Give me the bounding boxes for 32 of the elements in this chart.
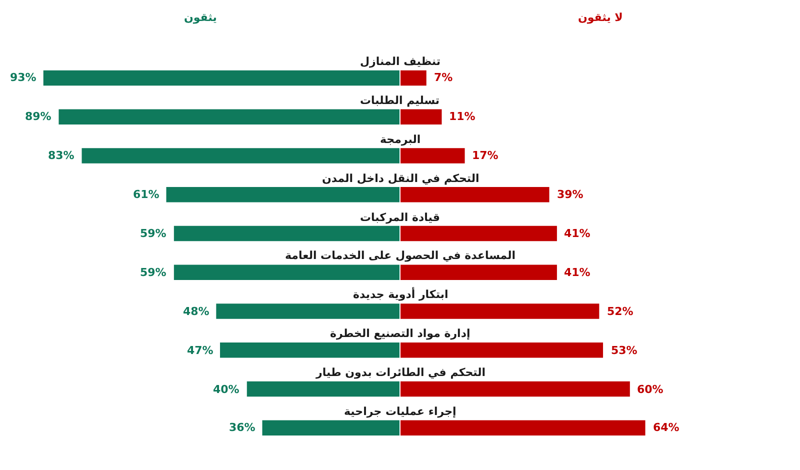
y-tick-label: البرمجة: [380, 133, 421, 146]
data-label: 17%: [472, 149, 498, 162]
data-label: 41%: [564, 266, 590, 279]
data-label: 41%: [564, 227, 590, 240]
data-label: 48%: [183, 305, 210, 318]
data-label: 7%: [434, 71, 453, 84]
data-label: 47%: [187, 344, 214, 357]
y-tick-label: تنظيف المنازل: [360, 55, 441, 68]
data-label: 59%: [140, 227, 166, 240]
y-tick-label: المساعدة في الحصول على الخدمات العامة: [285, 249, 516, 262]
data-label: 53%: [611, 344, 638, 357]
text: يثقون: [184, 11, 217, 24]
data-label: 36%: [229, 421, 256, 434]
data-label: 93%: [10, 71, 36, 84]
data-label: 52%: [607, 305, 634, 318]
data-label: 83%: [48, 149, 74, 162]
data-label: 39%: [557, 188, 584, 201]
data-label: 64%: [653, 421, 680, 434]
data-label: 89%: [25, 110, 52, 123]
data-label: 59%: [140, 266, 166, 279]
y-tick-label: تسليم الطلبات: [360, 94, 440, 107]
y-tick-label: إجراء عمليات جراحية: [344, 405, 456, 418]
y-tick-label: التحكم في النقل داخل المدن: [322, 172, 480, 185]
y-tick-label: ابتكار أدوية جديدة: [353, 287, 448, 301]
y-tick-label: إدارة مواد التصنيع الخطرة: [330, 327, 470, 340]
data-label: 11%: [449, 110, 476, 123]
y-tick-label: التحكم في الطائرات بدون طيار: [315, 366, 486, 379]
data-label: 61%: [133, 188, 160, 201]
data-label: 40%: [213, 383, 240, 396]
text: لا يثقون: [578, 11, 623, 24]
y-tick-label: قيادة المركبات: [360, 211, 440, 224]
data-label: 60%: [637, 383, 664, 396]
